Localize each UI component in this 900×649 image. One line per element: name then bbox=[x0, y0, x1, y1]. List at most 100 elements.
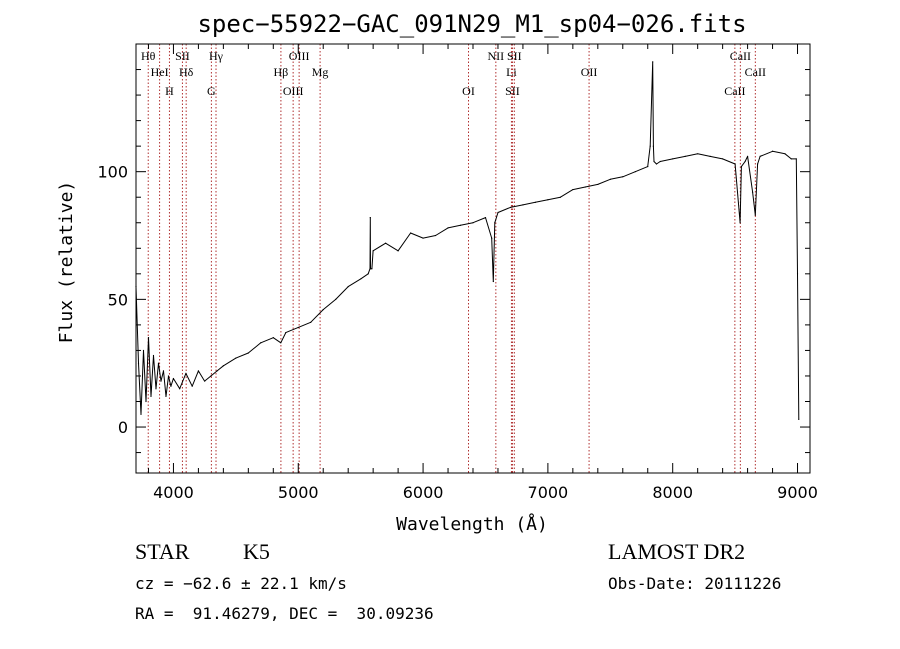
spectrum-point bbox=[179, 388, 181, 390]
x-tick-label: 8000 bbox=[652, 483, 693, 502]
spectrum-point bbox=[652, 61, 654, 63]
spectrum-point bbox=[409, 232, 412, 234]
spectrum-point bbox=[371, 268, 373, 270]
spectrum-point bbox=[167, 375, 170, 377]
line-label: SII bbox=[505, 84, 520, 98]
spectral-line-markers: HθHeIHSIIHδGHγHβOIIIOIIIMgOINIILiSIISIIO… bbox=[141, 44, 766, 473]
spectrum-series bbox=[135, 61, 800, 420]
spectrum-point bbox=[372, 250, 374, 252]
spectrum-point bbox=[280, 342, 282, 344]
spectrum-point bbox=[547, 199, 549, 201]
spectrum-point bbox=[210, 375, 212, 377]
line-label: Hγ bbox=[209, 49, 224, 63]
line-label: OIII bbox=[283, 84, 304, 98]
spectrum-point bbox=[147, 337, 150, 339]
spectrum-point bbox=[155, 388, 157, 390]
axes: 4000 5000 6000 7000 8000 9000 0 50 100 bbox=[97, 43, 818, 502]
spectrum-point bbox=[322, 308, 324, 311]
spectrum-point bbox=[509, 206, 512, 209]
line-label: Hδ bbox=[179, 65, 194, 79]
spectrum-point bbox=[491, 237, 493, 239]
line-label: H bbox=[165, 84, 174, 98]
spectrum-point bbox=[722, 158, 724, 160]
spectrum-point bbox=[297, 326, 299, 329]
line-label: Li bbox=[506, 65, 517, 79]
spectrum-point bbox=[260, 342, 262, 344]
spectrum-line bbox=[135, 61, 800, 420]
spectrum-point bbox=[756, 163, 759, 165]
spectrum-point bbox=[472, 222, 474, 224]
spectrum-point bbox=[659, 160, 661, 163]
x-tick-label: 7000 bbox=[528, 483, 569, 502]
line-label: OIII bbox=[289, 49, 310, 63]
x-tick-label: 9000 bbox=[777, 483, 818, 502]
spectrum-point bbox=[672, 158, 674, 160]
spectrum-point bbox=[165, 395, 167, 397]
spectrum-point bbox=[310, 321, 312, 323]
spectrum-point bbox=[751, 191, 754, 193]
spectrum-point bbox=[740, 165, 742, 168]
y-tick-label: 50 bbox=[108, 290, 128, 309]
x-axis-label: Wavelength (Å) bbox=[396, 513, 548, 535]
spectrum-point bbox=[796, 273, 799, 275]
spectrum-point bbox=[798, 418, 800, 420]
spectrum-point bbox=[222, 365, 224, 367]
spectrum-point bbox=[484, 217, 487, 219]
spectrum-point bbox=[492, 280, 494, 283]
spectrum-point bbox=[157, 362, 160, 364]
y-tick-label: 100 bbox=[97, 163, 128, 182]
line-label: CaII bbox=[724, 84, 745, 98]
line-label: NII bbox=[488, 49, 505, 63]
spectrum-point bbox=[142, 349, 145, 352]
x-tick-label: 4000 bbox=[153, 483, 194, 502]
y-tick-label: 0 bbox=[118, 418, 128, 437]
spectrum-point bbox=[347, 285, 349, 288]
spectrum-point bbox=[160, 380, 162, 382]
line-label: OII bbox=[581, 65, 598, 79]
spectrum-point bbox=[197, 370, 200, 372]
spectrum-point bbox=[216, 370, 218, 372]
spectrum-point bbox=[385, 242, 387, 244]
spectrum-point bbox=[559, 196, 561, 198]
spectrum-point bbox=[447, 227, 449, 229]
spectrum-point bbox=[754, 214, 756, 216]
line-label: G bbox=[207, 84, 216, 98]
spectrum-point bbox=[649, 145, 651, 147]
line-label: SII bbox=[175, 49, 190, 63]
spectrum-point bbox=[795, 158, 797, 160]
line-label: Hβ bbox=[274, 65, 289, 79]
line-label: HeI bbox=[151, 65, 169, 79]
chart-title: spec−55922−GAC_091N29_M1_sp04−026.fits bbox=[197, 10, 746, 38]
coordinates: RA = 91.46279, DEC = 30.09236 bbox=[135, 604, 434, 623]
spectrum-point bbox=[684, 155, 686, 157]
spectrum-point bbox=[191, 385, 193, 387]
spectrum-point bbox=[367, 273, 369, 275]
spectrum-point bbox=[572, 188, 574, 191]
spectrum-point bbox=[170, 385, 172, 387]
spectrum-point bbox=[790, 158, 792, 160]
redshift-cz: cz = −62.6 ± 22.1 km/s bbox=[135, 574, 347, 593]
spectrum-point bbox=[734, 163, 736, 165]
x-tick-label: 6000 bbox=[403, 483, 444, 502]
spectrum-point bbox=[739, 222, 741, 224]
spectrum-point bbox=[652, 145, 654, 147]
spectrum-point bbox=[697, 153, 699, 155]
spectrum-point bbox=[145, 400, 147, 403]
line-label: SII bbox=[507, 49, 522, 63]
spectrum-point bbox=[647, 165, 649, 168]
line-label: CaII bbox=[730, 49, 751, 63]
object-class: STAR bbox=[135, 539, 190, 564]
spectrum-point bbox=[771, 150, 774, 152]
spectrum-point bbox=[204, 380, 206, 382]
spectrum-point bbox=[172, 377, 175, 380]
spectrum-point bbox=[522, 204, 524, 206]
line-label: Mg bbox=[312, 65, 329, 79]
spectrum-point bbox=[634, 171, 636, 173]
line-label: OI bbox=[462, 84, 475, 98]
spectrum-point bbox=[622, 176, 624, 178]
spectrum-point bbox=[369, 268, 372, 270]
spectrum-point bbox=[709, 155, 711, 157]
line-label: CaII bbox=[745, 65, 766, 79]
spectrum-point bbox=[397, 250, 399, 252]
